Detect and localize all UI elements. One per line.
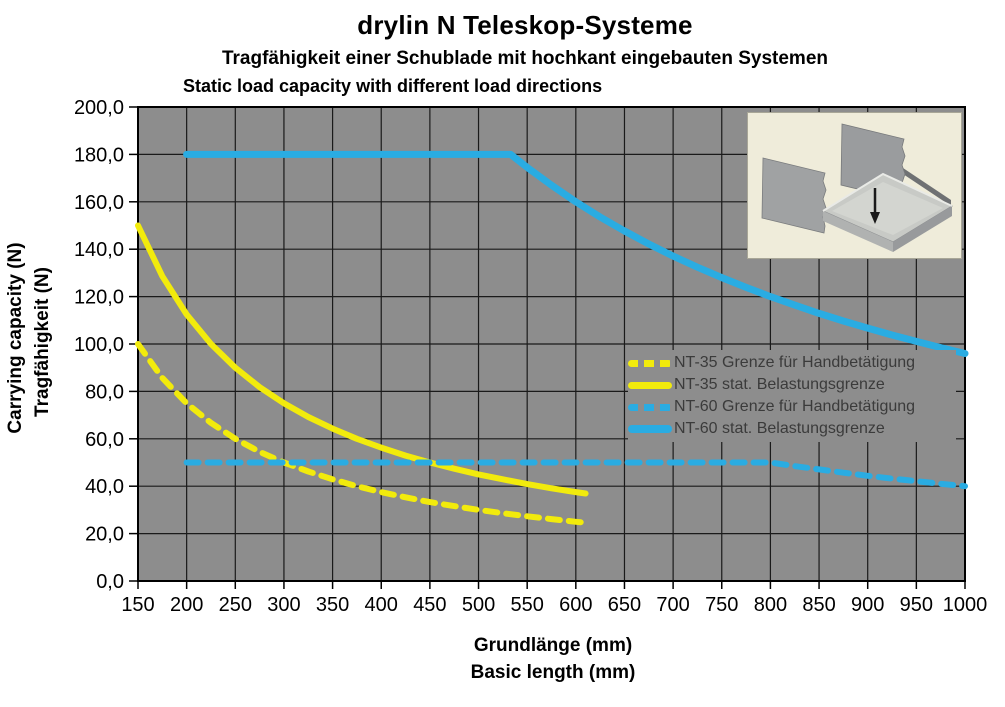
x-tick-label: 700 — [656, 594, 689, 616]
legend-item: NT-35 Grenze für Handbetätigung — [628, 352, 956, 374]
x-tick-label: 200 — [170, 594, 203, 616]
y-tick-label: 100,0 — [74, 334, 124, 356]
y-tick-label: 160,0 — [74, 192, 124, 214]
drawer-illustration — [747, 112, 962, 259]
x-tick-label: 950 — [900, 594, 933, 616]
series-line-1 — [135, 222, 589, 497]
x-tick-label: 600 — [559, 594, 592, 616]
x-tick-label: 150 — [121, 594, 154, 616]
legend: NT-35 Grenze für Handbetätigung NT-35 st… — [628, 350, 956, 442]
series-line-3 — [183, 150, 969, 357]
y-tick-label: 0,0 — [96, 571, 124, 593]
drawer-inset-image — [747, 112, 962, 259]
x-tick-label: 250 — [219, 594, 252, 616]
y-tick-label: 40,0 — [85, 476, 124, 498]
x-tick-label: 900 — [851, 594, 884, 616]
load-direction-arrow-icon — [870, 188, 880, 224]
legend-item: NT-60 stat. Belastungsgrenze — [628, 418, 956, 440]
legend-swatch-nt60-hand — [628, 403, 672, 411]
legend-swatch-nt35-static — [628, 381, 672, 389]
x-tick-label: 850 — [802, 594, 835, 616]
legend-label: NT-35 Grenze für Handbetätigung — [674, 354, 916, 371]
tray-right-wall — [893, 206, 952, 252]
legend-label: NT-35 stat. Belastungsgrenze — [674, 376, 885, 393]
x-tick-label: 550 — [510, 594, 543, 616]
legend-swatch-nt60-static — [628, 425, 672, 433]
legend-swatch-nt35-hand — [628, 359, 672, 367]
y-tick-label: 20,0 — [85, 524, 124, 546]
x-tick-label: 800 — [754, 594, 787, 616]
series-line-2 — [183, 459, 968, 490]
tray-rim-highlight — [822, 172, 953, 212]
tray-interior — [832, 182, 943, 235]
x-axis-title-german: Grundlänge (mm) — [473, 635, 633, 656]
x-tick-label: 750 — [705, 594, 738, 616]
chart-subtitle-german: Tragfähigkeit einer Schublade mit hochka… — [221, 48, 829, 69]
legend-item: NT-35 stat. Belastungsgrenze — [628, 374, 956, 396]
x-tick-label: 450 — [413, 594, 446, 616]
chart-header: drylin N Teleskop-Systeme Tragfähigkeit … — [100, 10, 950, 97]
legend-label: NT-60 Grenze für Handbetätigung — [674, 398, 916, 415]
series-line-0 — [135, 341, 589, 526]
y-tick-label: 60,0 — [85, 429, 124, 451]
x-axis-title-english: Basic length (mm) — [470, 662, 636, 683]
y-tick-label: 80,0 — [85, 381, 124, 403]
legend-item: NT-60 Grenze für Handbetätigung — [628, 396, 956, 418]
rail-upper — [897, 164, 951, 206]
x-tick-label: 500 — [462, 594, 495, 616]
y-tick-label: 120,0 — [74, 287, 124, 309]
y-tick-label: 200,0 — [74, 97, 124, 119]
x-tick-label: 350 — [316, 594, 349, 616]
x-axis-title: Grundlänge (mm) Basic length (mm) — [138, 632, 968, 686]
chart-title: drylin N Teleskop-Systeme — [357, 10, 693, 40]
x-tick-label: 1000 — [943, 594, 988, 616]
x-tick-label: 650 — [608, 594, 641, 616]
y-tick-label: 140,0 — [74, 239, 124, 261]
x-tick-label: 400 — [365, 594, 398, 616]
legend-label: NT-60 stat. Belastungsgrenze — [674, 420, 885, 437]
x-tick-label: 300 — [267, 594, 300, 616]
tray-front-wall — [823, 211, 893, 252]
y-tick-label: 180,0 — [74, 144, 124, 166]
chart-subtitle-english: Static load capacity with different load… — [183, 76, 603, 96]
